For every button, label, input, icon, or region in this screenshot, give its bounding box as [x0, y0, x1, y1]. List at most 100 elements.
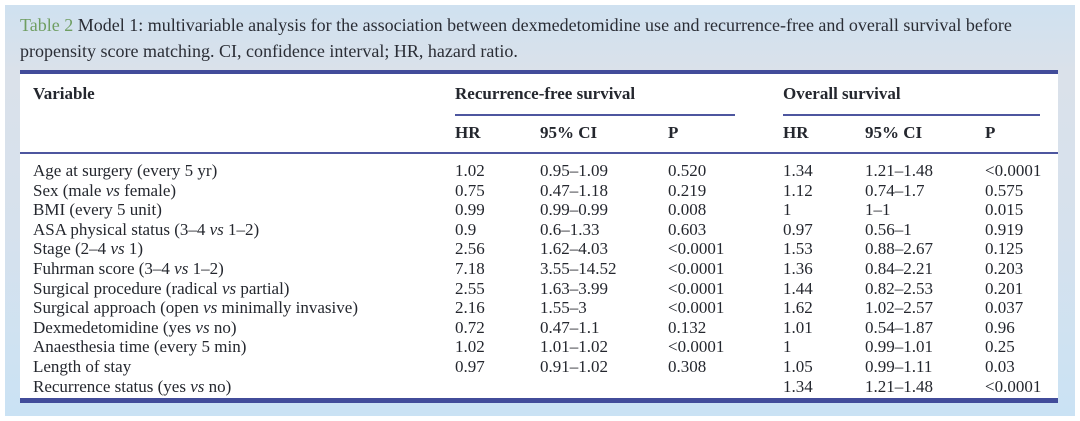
row-variable-label: Fuhrman score (3–4 vs 1–2): [33, 258, 224, 278]
cell-value: 1.62: [783, 298, 813, 318]
table-row: Recurrence status (yes vs no) 1.34 1.21–1.…: [20, 377, 1058, 397]
column-header-p: P: [985, 116, 1059, 154]
table-row: Sex (male vs female) 0.75 0.47–1.18 0.219 1.…: [20, 181, 1058, 201]
cell-value: <0.0001: [668, 278, 725, 298]
cell-value: 1.12: [783, 180, 813, 200]
cell-value: 1.01–1.02: [540, 337, 608, 357]
row-variable-label: Anaesthesia time (every 5 min): [33, 337, 247, 357]
column-header-95-ci: 95% CI: [540, 116, 668, 154]
cell-value: 0.219: [668, 180, 707, 200]
table-row: Surgical procedure (radical vs partial) 2…: [20, 279, 1058, 299]
row-variable-label: ASA physical status (3–4 vs 1–2): [33, 219, 260, 239]
cell-value: 1.02: [455, 161, 485, 180]
table-caption-label: Table 2: [20, 15, 74, 35]
cell-value: 0.88–2.67: [865, 239, 934, 259]
cell-value: <0.0001: [985, 161, 1042, 180]
cell-value: 0.25: [985, 337, 1015, 357]
cell-value: 2.56: [455, 239, 485, 259]
cell-value: 1.34: [783, 161, 813, 180]
cell-value: 0.308: [668, 356, 707, 376]
cell-value: 2.55: [455, 278, 485, 298]
cell-value: <0.0001: [668, 298, 725, 318]
column-header-95-ci: 95% CI: [865, 116, 986, 154]
row-variable-label: Age at surgery (every 5 yr): [33, 161, 218, 180]
cell-value: 0.74–1.7: [865, 180, 925, 200]
cell-value: 0.919: [985, 219, 1024, 239]
cell-value: 0.99: [455, 200, 485, 220]
cell-value: 0.9: [455, 219, 477, 239]
cell-value: [455, 377, 540, 397]
cell-value: 0.6–1.33: [540, 219, 600, 239]
cell-value: <0.0001: [668, 337, 725, 357]
cell-value: 1–1: [865, 200, 891, 220]
cell-value: 0.008: [668, 200, 707, 220]
results-table: Variable Recurrence-free survival Overal…: [20, 74, 1059, 396]
table-row: Surgical approach (open vs minimally inv…: [20, 298, 1058, 318]
cell-value: <0.0001: [668, 239, 725, 259]
table-row: ASA physical status (3–4 vs 1–2) 0.9 0.6–1…: [20, 220, 1058, 240]
cell-value: 1: [783, 200, 792, 220]
cell-value: 0.75: [455, 180, 485, 200]
column-header-hr: HR: [783, 116, 866, 154]
cell-value: 0.037: [985, 298, 1024, 318]
cell-value: 1.63–3.99: [540, 278, 608, 298]
cell-value: [540, 377, 668, 397]
cell-value: 0.99–1.01: [865, 337, 934, 357]
row-variable-label: BMI (every 5 unit): [33, 200, 162, 220]
cell-value: 3.55–14.52: [540, 258, 617, 278]
table-caption-text: Model 1: multivariable analysis for the …: [20, 15, 1012, 61]
row-variable-label: Surgical approach (open vs minimally inv…: [33, 298, 358, 318]
cell-value: 0.575: [985, 180, 1024, 200]
cell-value: 1.55–3: [540, 298, 587, 318]
row-variable-label: Dexmedetomidine (yes vs no): [33, 317, 237, 337]
cell-value: 2.16: [455, 298, 485, 318]
cell-value: 0.125: [985, 239, 1024, 259]
cell-value: 1.02–2.57: [865, 298, 934, 318]
cell-value: 0.132: [668, 317, 707, 337]
cell-value: 1.34: [783, 376, 813, 396]
cell-value: 7.18: [455, 258, 485, 278]
table-body: Age at surgery (every 5 yr) 1.02 0.95–1.09…: [20, 153, 1058, 396]
group-header-row: Variable Recurrence-free survival Overal…: [20, 74, 1058, 154]
table-row: Length of stay 0.97 0.91–1.02 0.308 1.05 0.99…: [20, 357, 1058, 377]
cell-value: 1.01: [783, 317, 813, 337]
cell-value: 0.47–1.18: [540, 180, 608, 200]
cell-value: 0.56–1: [865, 219, 912, 239]
cell-value: 1.02: [455, 337, 485, 357]
column-group-recurrence-free-survival-label: Recurrence-free survival: [455, 84, 736, 116]
table-row: Anaesthesia time (every 5 min) 1.02 1.01–1…: [20, 337, 1058, 357]
cell-value: 0.95–1.09: [540, 161, 608, 180]
cell-value: 1.21–1.48: [865, 161, 934, 180]
cell-value: [668, 377, 783, 397]
cell-value: 1.05: [783, 356, 813, 376]
cell-value: 0.91–1.02: [540, 356, 608, 376]
cell-value: 0.203: [985, 258, 1024, 278]
table-row: BMI (every 5 unit) 0.99 0.99–0.99 0.008 1 1–1…: [20, 200, 1058, 220]
column-header-p: P: [668, 116, 784, 154]
column-group-overall-survival-label: Overall survival: [783, 84, 1041, 116]
cell-value: 1: [783, 337, 792, 357]
table-header: Variable Recurrence-free survival Overal…: [20, 74, 1059, 154]
row-variable-label: Recurrence status (yes vs no): [33, 376, 232, 396]
table-row: Age at surgery (every 5 yr) 1.02 0.95–1.09…: [20, 153, 1058, 181]
cell-value: 0.72: [455, 317, 485, 337]
cell-value: 0.520: [668, 161, 707, 180]
cell-value: <0.0001: [985, 376, 1042, 396]
column-group-recurrence-free-survival: Recurrence-free survival: [455, 74, 783, 116]
cell-value: 0.99–1.11: [865, 356, 933, 376]
row-variable-label: Length of stay: [33, 356, 132, 376]
row-variable-label: Surgical procedure (radical vs partial): [33, 278, 290, 298]
column-group-overall-survival: Overall survival: [783, 74, 1058, 116]
cell-value: 0.47–1.1: [540, 317, 600, 337]
subheader-row: HR 95% CI P HR 95% CI P: [20, 116, 1059, 154]
column-header-variable: Variable: [20, 74, 455, 154]
cell-value: 0.015: [985, 200, 1024, 220]
cell-value: 0.96: [985, 317, 1015, 337]
cell-value: 0.82–2.53: [865, 278, 934, 298]
cell-value: 0.201: [985, 278, 1024, 298]
cell-value: 0.603: [668, 219, 707, 239]
row-variable-label: Stage (2–4 vs 1): [33, 239, 144, 259]
cell-value: 1.62–4.03: [540, 239, 608, 259]
cell-value: 0.97: [783, 219, 813, 239]
